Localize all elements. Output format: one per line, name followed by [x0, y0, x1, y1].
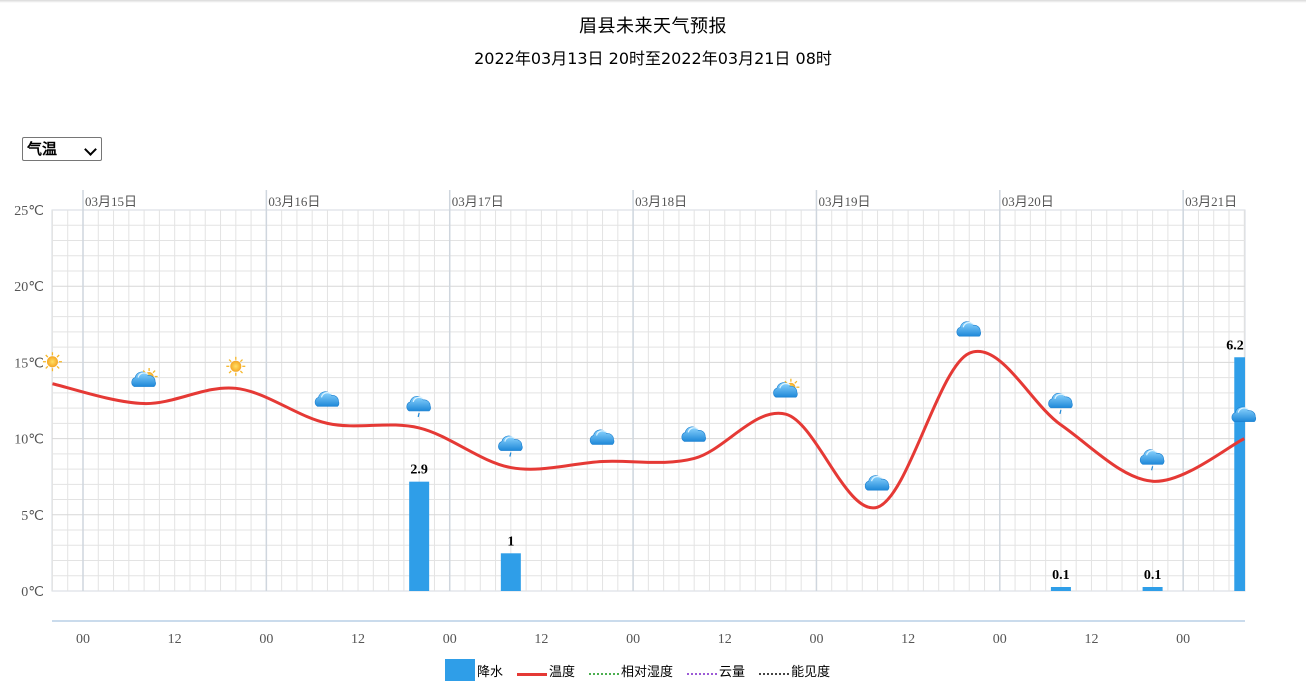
cloudy-icon	[589, 429, 615, 445]
day-label: 03月16日	[268, 194, 320, 209]
day-label: 03月21日	[1185, 194, 1237, 209]
cloudy-icon	[314, 391, 340, 407]
legend-temp-swatch	[517, 672, 548, 676]
cloudy-icon	[1231, 406, 1257, 422]
temperature-line	[52, 349, 1245, 510]
hour-tick-label: 00	[259, 632, 273, 647]
top-shadow	[0, 0, 1306, 3]
day-label: 03月20日	[1002, 194, 1054, 209]
hour-tick-label: 00	[76, 632, 90, 647]
legend-precip[interactable]: 降水	[445, 659, 503, 681]
precip-bar	[500, 553, 521, 591]
cloudy-icon	[864, 475, 890, 491]
cloudy-icon	[681, 426, 706, 442]
legend-precip-swatch	[445, 659, 475, 681]
legend-cloud[interactable]: 云量	[687, 661, 745, 680]
legend-humidity[interactable]: 相对湿度	[589, 661, 673, 680]
legend-cloud-label: 云量	[719, 664, 746, 680]
hour-tick-label: 12	[901, 632, 915, 647]
day-label: 03月15日	[85, 194, 137, 209]
partly-cloudy-icon	[131, 368, 158, 387]
light-rain-icon	[498, 435, 523, 457]
y-tick-label: 0℃	[21, 585, 44, 600]
precip-label: 2.9	[410, 463, 428, 478]
element-selector-value: 气温	[27, 140, 58, 158]
precip-bar	[409, 481, 430, 591]
day-label: 03月17日	[452, 194, 504, 209]
hour-tick-label: 12	[351, 632, 365, 647]
partly-cloudy-icon	[773, 378, 800, 398]
hour-tick-label: 12	[534, 632, 548, 647]
precip-bar	[1050, 587, 1071, 591]
hour-tick-label: 00	[993, 632, 1007, 647]
sunny-icon	[226, 356, 246, 376]
light-rain-icon	[1139, 449, 1165, 471]
legend-humidity-swatch	[589, 673, 620, 675]
y-tick-label: 5℃	[21, 509, 44, 524]
y-tick-label: 10℃	[14, 433, 44, 448]
cloudy-icon	[956, 321, 981, 337]
hour-tick-label: 00	[443, 632, 457, 647]
legend-temp[interactable]: 温度	[517, 661, 575, 680]
legend-visibility-swatch	[759, 673, 790, 675]
precip-label: 0.1	[1144, 568, 1162, 583]
y-tick-label: 25℃	[14, 204, 44, 219]
legend-visibility-label: 能见度	[791, 664, 831, 680]
legend-precip-label: 降水	[477, 664, 504, 680]
day-label: 03月19日	[818, 194, 870, 209]
chart-legend: 降水 温度 相对湿度 云量 能见度	[445, 658, 844, 682]
legend-visibility[interactable]: 能见度	[759, 661, 830, 680]
legend-cloud-swatch	[687, 673, 718, 675]
hour-tick-label: 00	[1176, 632, 1190, 647]
precip-bar	[1142, 587, 1163, 591]
y-tick-label: 20℃	[14, 280, 44, 295]
day-label: 03月18日	[635, 194, 687, 209]
precip-bar	[1234, 357, 1245, 591]
element-selector[interactable]: 气温	[22, 137, 102, 161]
hour-tick-label: 00	[626, 632, 640, 647]
hour-tick-label: 00	[809, 632, 823, 647]
hour-tick-label: 12	[168, 632, 182, 647]
precip-label: 6.2	[1226, 338, 1244, 353]
page-subtitle: 2022年03月13日 20时至2022年03月21日 08时	[474, 49, 832, 68]
precip-label: 1	[507, 534, 514, 549]
hour-tick-label: 12	[1084, 632, 1098, 647]
light-rain-icon	[406, 396, 431, 418]
light-rain-icon	[1048, 393, 1073, 415]
hour-tick-label: 12	[718, 632, 732, 647]
sunny-icon	[42, 352, 62, 372]
legend-humidity-label: 相对湿度	[621, 664, 674, 680]
page-title: 眉县未来天气预报	[579, 16, 727, 37]
precip-label: 0.1	[1052, 568, 1070, 583]
y-tick-label: 15℃	[14, 356, 44, 371]
legend-temp-label: 温度	[549, 664, 576, 680]
